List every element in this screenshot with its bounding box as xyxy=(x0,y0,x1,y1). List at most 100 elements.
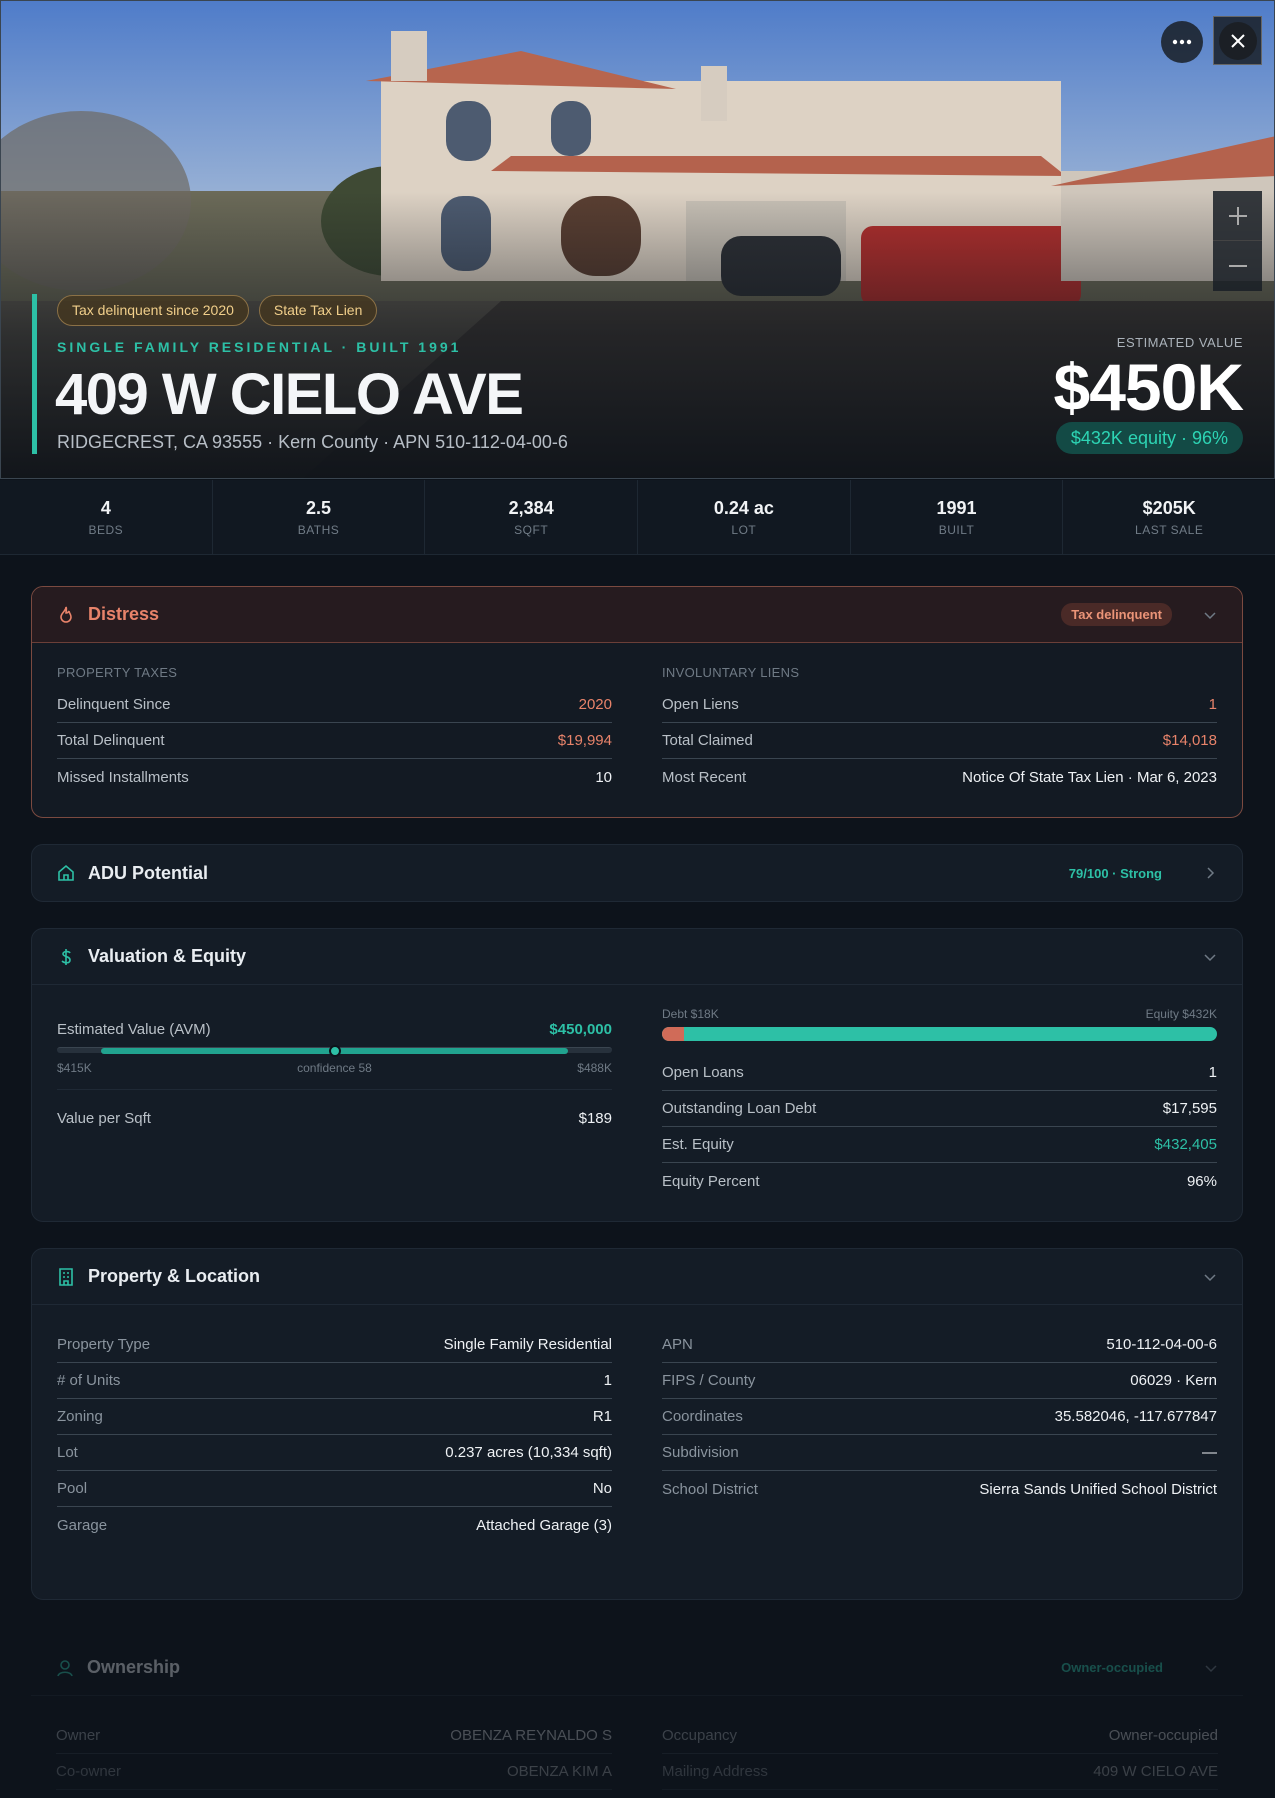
row-value: 06029 · Kern xyxy=(1130,1372,1217,1389)
hero-badge: State Tax Lien xyxy=(258,295,378,326)
column: Occupancy Owner-occupied Mailing Address 40… xyxy=(662,1718,1218,1798)
section-icon xyxy=(59,1267,73,1286)
stat-value: 0.24 ac xyxy=(713,498,774,518)
more-button[interactable] xyxy=(1161,21,1203,63)
detail-row: Missed Installments 10 xyxy=(57,759,612,795)
row-value: 2020 xyxy=(578,696,612,713)
hero-shade xyxy=(1,1,1274,478)
card-body: Owner OBENZA REYNALDO S Co-owner OBENZA KIM… xyxy=(31,1696,1243,1798)
row-label: Property Type xyxy=(57,1336,151,1353)
detail-row: Owner TypeIndividual xyxy=(56,1790,612,1798)
section-icon xyxy=(57,1659,73,1676)
chevron xyxy=(1204,611,1216,619)
detail-row: Est. Equity $432,405 xyxy=(662,1127,1217,1163)
distress-card: Distress Tax delinquent PROPERTY TAXES Deli… xyxy=(31,586,1243,818)
detail-row: School District Sierra Sands Unified Scho… xyxy=(662,1471,1217,1507)
estimate-label: ESTIMATED VALUE xyxy=(1116,335,1243,350)
row-value: 510-112-04-00-6 xyxy=(1106,1336,1217,1353)
card-header[interactable]: Property & Location xyxy=(32,1249,1242,1305)
row-value: 1 xyxy=(1208,696,1217,713)
adu-card: ADU Potential 79/100 · Strong xyxy=(31,844,1243,902)
chevron xyxy=(1204,1273,1216,1281)
value-range-labels: $415K confidence 58 $488K xyxy=(57,1061,612,1075)
value-marker xyxy=(328,1045,341,1057)
hero: Tax delinquent since 2020 State Tax Lien … xyxy=(0,0,1275,479)
valuation-card: Valuation & Equity Estimated Value (AVM) $… xyxy=(31,928,1243,1222)
card-header[interactable]: Ownership Owner-occupied xyxy=(31,1640,1243,1696)
equity-label: Equity $432K xyxy=(1145,1007,1217,1021)
column: APN 510-112-04-00-6 FIPS / County 06029 · K… xyxy=(662,1327,1217,1543)
zoom-in[interactable] xyxy=(1213,191,1262,241)
row-value: Sierra Sands Unified School District xyxy=(979,1480,1217,1498)
detail-row: Open Loans 1 xyxy=(662,1055,1217,1091)
bar-labels: Debt $18K Equity $432K xyxy=(662,1007,1217,1021)
row-label: Outstanding Loan Debt xyxy=(662,1100,817,1117)
row-label: Value per Sqft xyxy=(57,1109,151,1127)
card-header[interactable]: ADU Potential 79/100 · Strong xyxy=(32,845,1242,901)
cards: Distress Tax delinquent PROPERTY TAXES Deli… xyxy=(31,586,1243,1798)
column: Property Type Single Family Residential # … xyxy=(57,1327,612,1543)
stat: 2.5 BATHS xyxy=(213,480,426,554)
stat-label: BUILT xyxy=(938,523,975,537)
hero-badges: Tax delinquent since 2020 State Tax Lien xyxy=(57,295,378,326)
row-value: Notice Of State Tax Lien · Mar 6, 2023 xyxy=(962,768,1217,786)
estimate-value: $450K xyxy=(1053,350,1244,424)
detail-row: APN 510-112-04-00-6 xyxy=(662,1327,1217,1363)
row-value: $189 xyxy=(578,1109,612,1127)
avm-row: Estimated Value (AVM) $450,000 xyxy=(57,1011,612,1047)
card-title: Ownership xyxy=(87,1657,181,1677)
stat-label: LAST SALE xyxy=(1135,523,1204,537)
detail-row: Lot 0.237 acres (10,334 sqft) xyxy=(57,1435,612,1471)
row-label: # of Units xyxy=(57,1372,121,1389)
range-high: $488K xyxy=(577,1061,612,1075)
row-value: 409 W CIELO AVE xyxy=(1093,1763,1218,1780)
column-heading: INVOLUNTARY LIENS xyxy=(662,665,800,680)
divider xyxy=(57,1089,612,1090)
row-value: 35.582046, -117.677847 xyxy=(1054,1408,1217,1425)
debt-label: Debt $18K xyxy=(662,1007,719,1021)
close-button[interactable] xyxy=(1213,16,1262,65)
card-body: Property Type Single Family Residential # … xyxy=(32,1305,1242,1599)
range-low: $415K xyxy=(57,1061,92,1075)
row-value: 0.237 acres (10,334 sqft) xyxy=(445,1444,612,1461)
card-header[interactable]: Distress Tax delinquent xyxy=(32,587,1242,643)
row-value: $19,994 xyxy=(557,732,612,749)
row-label: Coordinates xyxy=(662,1408,743,1425)
row-label: Occupancy xyxy=(662,1727,738,1744)
row-value: Owner-occupied xyxy=(1108,1727,1218,1744)
row-label: Mailing Address xyxy=(662,1763,768,1780)
minus-icon xyxy=(1228,265,1247,267)
detail-row: Occupancy Owner-occupied xyxy=(662,1718,1218,1754)
column: Owner OBENZA REYNALDO S Co-owner OBENZA KIM… xyxy=(56,1718,612,1798)
row-value: No xyxy=(592,1480,612,1497)
stat-label: SQFT xyxy=(514,523,549,537)
detail-row: Mailing City/stateRIDGECREST, CA 93555 xyxy=(662,1790,1218,1798)
row-label: APN xyxy=(662,1336,693,1353)
row-label: Subdivision xyxy=(662,1444,739,1461)
stat-value: 4 xyxy=(100,498,111,518)
detail-row: # of Units 1 xyxy=(57,1363,612,1399)
detail-row: FIPS / County 06029 · Kern xyxy=(662,1363,1217,1399)
row-label: Garage xyxy=(57,1516,108,1534)
stat-label: LOT xyxy=(731,523,757,537)
detail-row: Outstanding Loan Debt $17,595 xyxy=(662,1091,1217,1127)
chevron xyxy=(1207,867,1215,879)
row-label: FIPS / County xyxy=(662,1372,756,1389)
equity-pill: $432K equity · 96% xyxy=(1055,422,1243,454)
plus-icon xyxy=(1228,206,1247,225)
column: Estimated Value (AVM) $450,000 $415K confid… xyxy=(57,1007,612,1199)
zoom-out[interactable] xyxy=(1213,241,1262,291)
row-value: 1 xyxy=(603,1372,612,1389)
card-header[interactable]: Valuation & Equity xyxy=(32,929,1242,985)
stat: $205K LAST SALE xyxy=(1063,480,1275,554)
row-label: Co-owner xyxy=(56,1763,122,1780)
column: INVOLUNTARY LIENS Open Liens 1 Total Claime… xyxy=(662,665,1217,795)
detail-row: Value per Sqft $189 xyxy=(57,1100,612,1136)
stat: 0.24 ac LOT xyxy=(638,480,851,554)
card-title: Valuation & Equity xyxy=(88,946,247,966)
row-label: Open Liens xyxy=(662,696,739,713)
detail-row: Property Type Single Family Residential xyxy=(57,1327,612,1363)
debt-segment xyxy=(662,1027,685,1041)
